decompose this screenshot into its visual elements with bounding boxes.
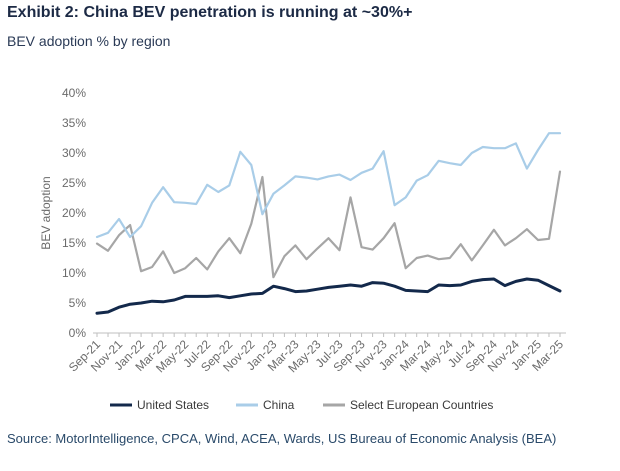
- y-axis: 0% 5% 10% 15% 20% 25% 30% 35% 40% BEV adoption: [39, 86, 86, 340]
- legend-entry: United States: [137, 398, 209, 412]
- y-tick-label: 10%: [62, 266, 86, 280]
- y-tick-label: 30%: [62, 146, 86, 160]
- series-line-china: [95, 132, 562, 239]
- series-line-united-states: [95, 277, 562, 315]
- legend-entry: China: [263, 398, 295, 412]
- y-axis-label: BEV adoption: [39, 176, 53, 249]
- y-tick-label: 20%: [62, 206, 86, 220]
- series-lines: [95, 132, 562, 315]
- source-note: Source: MotorIntelligence, CPCA, Wind, A…: [7, 431, 557, 446]
- series-line-select-european-countries: [95, 170, 562, 279]
- y-tick-label: 15%: [62, 236, 86, 250]
- legend: United States China Select European Countr…: [110, 398, 493, 412]
- x-axis: Sep-21Nov-21Jan-22Mar-22May-22Jul-22Sep-…: [66, 332, 566, 375]
- chart-title: Exhibit 2: China BEV penetration is runn…: [7, 4, 413, 21]
- y-tick-label: 40%: [62, 86, 86, 100]
- y-tick-label: 0%: [69, 326, 87, 340]
- y-tick-label: 5%: [69, 296, 87, 310]
- chart-subtitle: BEV adoption % by region: [7, 33, 171, 49]
- y-tick-label: 35%: [62, 116, 86, 130]
- y-tick-label: 25%: [62, 176, 86, 190]
- legend-entry: Select European Countries: [350, 398, 493, 412]
